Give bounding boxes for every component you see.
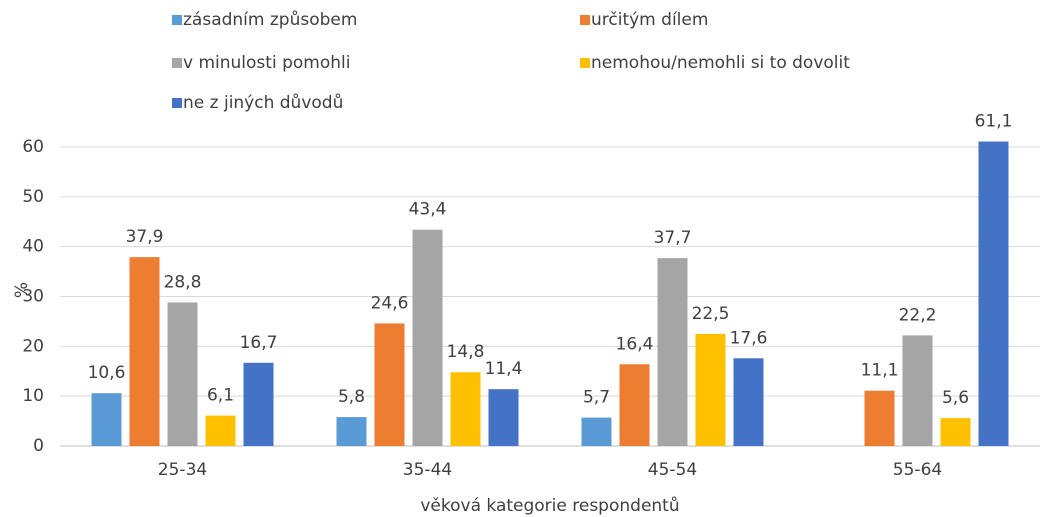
legend-swatch bbox=[172, 58, 182, 68]
bar bbox=[619, 364, 650, 446]
bar bbox=[733, 358, 764, 446]
data-label: 43,4 bbox=[409, 200, 447, 220]
x-tick-label: 45-54 bbox=[648, 460, 697, 480]
data-label: 6,1 bbox=[207, 386, 234, 406]
bar bbox=[488, 389, 519, 446]
bar bbox=[581, 417, 612, 446]
data-label: 5,7 bbox=[583, 388, 610, 408]
legend-swatch bbox=[172, 15, 182, 25]
data-label: 37,7 bbox=[654, 228, 692, 248]
y-tick-label: 60 bbox=[22, 137, 44, 157]
data-label: 17,6 bbox=[730, 328, 768, 348]
y-tick-label: 40 bbox=[22, 237, 44, 257]
legend-label: ne z jiných důvodů bbox=[183, 93, 343, 113]
bar bbox=[205, 415, 236, 446]
data-label: 16,7 bbox=[240, 333, 278, 353]
data-label: 22,2 bbox=[899, 305, 937, 325]
data-label: 11,1 bbox=[861, 361, 899, 381]
bar bbox=[940, 418, 971, 446]
data-label: 11,4 bbox=[485, 359, 523, 379]
y-tick-label: 10 bbox=[22, 386, 44, 406]
y-tick-label: 20 bbox=[22, 336, 44, 356]
data-label: 14,8 bbox=[447, 342, 485, 362]
bar bbox=[978, 141, 1009, 447]
bar bbox=[450, 372, 481, 446]
data-label: 22,5 bbox=[692, 304, 730, 324]
x-tick-label: 25-34 bbox=[158, 460, 207, 480]
data-label: 5,6 bbox=[942, 388, 969, 408]
legend-label: nemohou/nemohli si to dovolit bbox=[591, 53, 850, 73]
data-label: 37,9 bbox=[126, 227, 164, 247]
y-tick-label: 30 bbox=[22, 287, 44, 307]
y-axis-label: % bbox=[12, 282, 32, 298]
bar bbox=[243, 362, 274, 446]
legend-swatch bbox=[172, 98, 182, 108]
data-label: 10,6 bbox=[88, 363, 126, 383]
bar bbox=[336, 417, 367, 446]
y-tick-label: 50 bbox=[22, 187, 44, 207]
legend-swatch bbox=[580, 15, 590, 25]
x-tick-label: 35-44 bbox=[403, 460, 452, 480]
bar bbox=[374, 323, 405, 446]
legend-label: zásadním způsobem bbox=[183, 10, 357, 30]
bar bbox=[91, 393, 122, 446]
bar bbox=[864, 390, 895, 446]
x-axis-label: věková kategorie respondentů bbox=[420, 496, 679, 516]
data-label: 61,1 bbox=[975, 112, 1013, 132]
legend-label: v minulosti pomohli bbox=[183, 53, 350, 73]
data-label: 24,6 bbox=[371, 293, 409, 313]
bar bbox=[129, 257, 160, 446]
data-label: 16,4 bbox=[616, 334, 654, 354]
legend-label: určitým dílem bbox=[591, 10, 708, 30]
x-tick-label: 55-64 bbox=[893, 460, 942, 480]
legend-swatch bbox=[580, 58, 590, 68]
y-tick-label: 0 bbox=[33, 436, 44, 456]
bar bbox=[412, 229, 443, 446]
bar bbox=[902, 335, 933, 446]
bar bbox=[167, 302, 198, 446]
bar bbox=[695, 333, 726, 446]
data-label: 5,8 bbox=[338, 387, 365, 407]
data-label: 28,8 bbox=[164, 272, 202, 292]
bar bbox=[657, 258, 688, 446]
